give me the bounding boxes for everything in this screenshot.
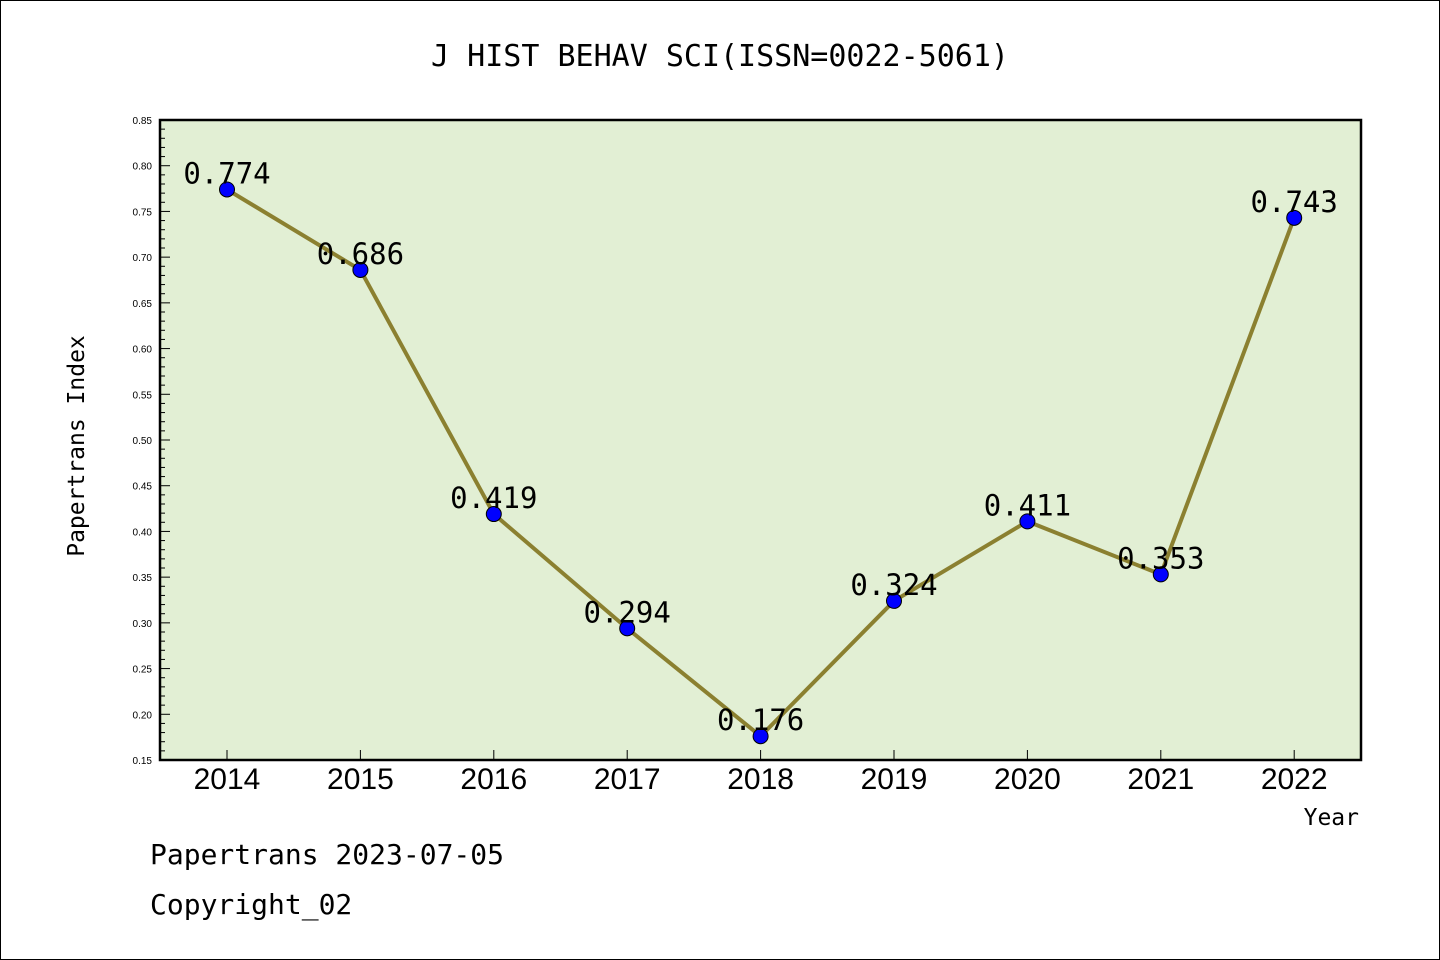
data-label: 0.743 <box>1251 185 1338 219</box>
y-axis-label: Papertrans Index <box>64 335 90 557</box>
data-label: 0.353 <box>1117 541 1204 575</box>
data-label: 0.411 <box>984 488 1071 522</box>
data-point <box>1019 513 1036 530</box>
y-tick-label: 0.45 <box>133 482 153 493</box>
footer-copyright: Copyright_02 <box>150 888 352 922</box>
y-tick-label: 0.75 <box>133 207 153 218</box>
y-tick-label: 0.15 <box>133 756 153 767</box>
data-label: 0.324 <box>850 568 937 602</box>
y-tick-label: 0.70 <box>133 253 153 264</box>
y-tick-label: 0.80 <box>133 162 153 173</box>
x-tick-label: 2016 <box>460 763 527 796</box>
plot-area <box>160 120 1361 760</box>
y-tick-label: 0.35 <box>133 573 153 584</box>
data-label: 0.686 <box>317 237 404 271</box>
x-axis-label: Year <box>1304 805 1359 831</box>
x-tick-label: 2015 <box>327 763 394 796</box>
y-tick-label: 0.65 <box>133 299 153 310</box>
data-point <box>752 728 769 745</box>
y-tick-label: 0.30 <box>133 619 153 630</box>
series-line-group: 0.774 0.686 0.419 0.294 0.176 0.324 0.411 0.353… <box>183 156 1338 745</box>
y-tick-label: 0.55 <box>133 390 153 401</box>
data-point <box>485 506 502 523</box>
footer-date: Papertrans 2023-07-05 <box>150 838 504 871</box>
x-tick-label: 2014 <box>194 763 261 796</box>
data-label: 0.774 <box>183 156 270 190</box>
x-tick-label: 2020 <box>994 763 1061 796</box>
x-axis: 2014 2015 2016 2017 2018 2019 2020 2021 2022 <box>194 750 1328 796</box>
y-tick-label: 0.85 <box>133 116 153 127</box>
plot-border <box>158 118 1363 762</box>
data-label: 0.176 <box>717 703 804 737</box>
data-point <box>1286 209 1303 226</box>
y-tick-label: 0.20 <box>133 710 153 721</box>
x-tick-label: 2017 <box>594 763 661 796</box>
data-point <box>886 592 902 609</box>
x-tick-label: 2021 <box>1127 763 1194 796</box>
data-label: 0.294 <box>584 595 671 629</box>
data-point <box>352 261 369 278</box>
y-tick-label: 0.50 <box>133 436 153 447</box>
y-tick-label: 0.25 <box>133 665 153 676</box>
x-tick-label: 2018 <box>727 763 794 796</box>
x-tick-label: 2019 <box>861 763 928 796</box>
data-point <box>1152 566 1169 583</box>
data-label: 0.419 <box>450 481 537 515</box>
y-tick-label: 0.60 <box>133 345 153 356</box>
x-tick-label: 2022 <box>1261 763 1328 796</box>
y-tick-label: 0.40 <box>133 527 153 538</box>
data-point <box>219 181 235 198</box>
data-point <box>619 620 636 637</box>
chart-title: J HIST BEHAV SCI(ISSN=0022-5061) <box>431 39 1009 74</box>
